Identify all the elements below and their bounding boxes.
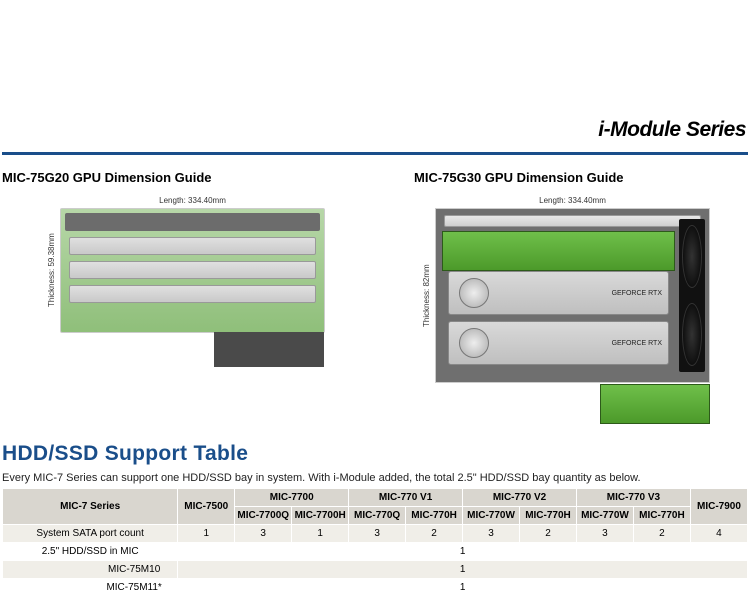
divider — [2, 152, 748, 155]
gpu-figure-75g30: Length: 334.40mm Thickness: 82mm GEFORCE… — [435, 208, 710, 383]
th-7500: MIC-7500 — [178, 489, 235, 525]
pcb-board — [442, 231, 675, 271]
cell: 3 — [576, 525, 633, 543]
gpu-label: GEFORCE RTX — [612, 290, 662, 297]
th-770v3: MIC-770 V3 — [576, 489, 690, 507]
expansion-slot — [69, 285, 316, 303]
th-770v1: MIC-770 V1 — [349, 489, 463, 507]
series-title: i-Module Series — [598, 118, 746, 142]
gpu-card: GEFORCE RTX — [448, 321, 669, 365]
th-770w2: MIC-770W — [463, 507, 520, 525]
expansion-slot — [444, 215, 701, 227]
th-7900: MIC-7900 — [690, 489, 747, 525]
th-770h3: MIC-770H — [633, 507, 690, 525]
hdd-section-title: HDD/SSD Support Table — [2, 442, 248, 466]
th-series: MIC-7 Series — [3, 489, 178, 525]
expansion-slot — [69, 261, 316, 279]
hdd-support-table: MIC-7 Series MIC-7500 MIC-7700 MIC-770 V… — [2, 488, 748, 597]
guide-title-left: MIC-75G20 GPU Dimension Guide — [2, 170, 212, 185]
gpu-figure-75g20: Length: 334.40mm Thickness: 59.38mm — [60, 208, 325, 333]
th-7700h: MIC-7700H — [292, 507, 349, 525]
cell: 1 — [178, 543, 748, 561]
figure-topbar — [65, 213, 320, 231]
cell: 2 — [520, 525, 577, 543]
hdd-section-desc: Every MIC-7 Series can support one HDD/S… — [2, 472, 641, 484]
cell: 1 — [178, 579, 748, 597]
row-label: MIC-75M11* — [3, 579, 178, 597]
row-label: MIC-75M10 — [3, 561, 178, 579]
thickness-label-left: Thickness: 59.38mm — [47, 209, 56, 332]
th-770q: MIC-770Q — [349, 507, 406, 525]
th-7700q: MIC-7700Q — [235, 507, 292, 525]
pcb-extension — [600, 384, 710, 424]
cell: 3 — [235, 525, 292, 543]
cell: 3 — [349, 525, 406, 543]
table-row: MIC-75M11* 1 — [3, 579, 748, 597]
row-label: System SATA port count — [3, 525, 178, 543]
table-row: MIC-75M10 1 — [3, 561, 748, 579]
cell: 1 — [178, 561, 748, 579]
gpu-card: GEFORCE RTX — [448, 271, 669, 315]
th-770h2: MIC-770H — [520, 507, 577, 525]
table-row: System SATA port count 1 3 1 3 2 3 2 3 2… — [3, 525, 748, 543]
th-770h1: MIC-770H — [406, 507, 463, 525]
th-7700: MIC-7700 — [235, 489, 349, 507]
length-label-right: Length: 334.40mm — [436, 196, 709, 205]
thickness-label-right: Thickness: 82mm — [422, 209, 431, 382]
cell: 1 — [178, 525, 235, 543]
row-label: 2.5" HDD/SSD in MIC — [3, 543, 178, 561]
fan-module — [679, 219, 705, 372]
cell: 4 — [690, 525, 747, 543]
th-770v2: MIC-770 V2 — [463, 489, 577, 507]
guide-title-right: MIC-75G30 GPU Dimension Guide — [414, 170, 624, 185]
cell: 1 — [292, 525, 349, 543]
length-label-left: Length: 334.40mm — [61, 196, 324, 205]
th-770w3: MIC-770W — [576, 507, 633, 525]
table-row: 2.5" HDD/SSD in MIC 1 — [3, 543, 748, 561]
cell: 2 — [406, 525, 463, 543]
cell: 3 — [463, 525, 520, 543]
gpu-label: GEFORCE RTX — [612, 340, 662, 347]
expansion-slot — [69, 237, 316, 255]
cell: 2 — [633, 525, 690, 543]
